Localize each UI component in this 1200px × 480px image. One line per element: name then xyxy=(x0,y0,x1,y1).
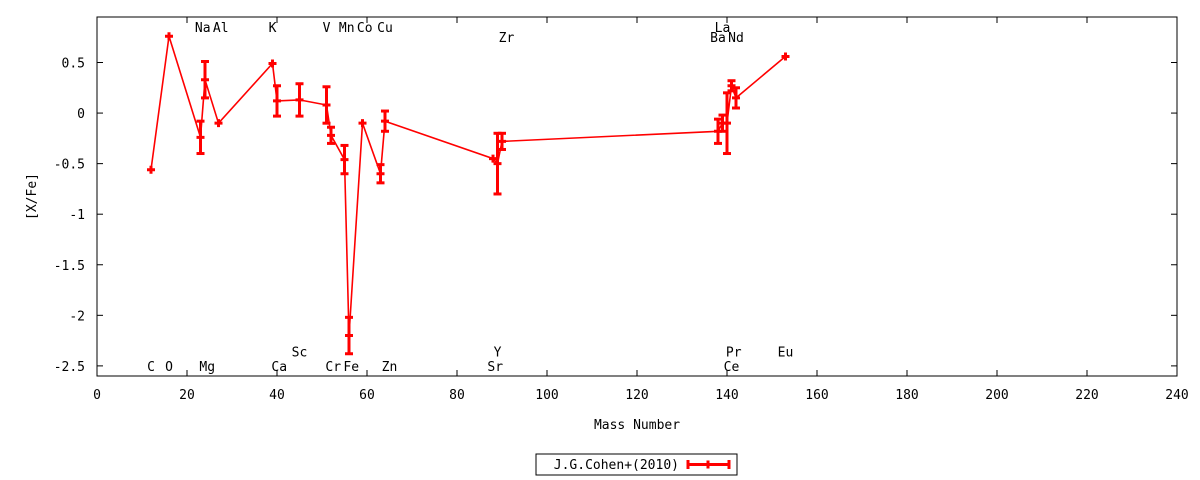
data-point xyxy=(327,131,335,140)
data-point xyxy=(322,100,331,109)
element-label: V xyxy=(323,21,331,36)
data-point xyxy=(489,154,497,163)
data-point xyxy=(723,119,731,128)
data-point xyxy=(196,133,205,142)
legend-line-sample xyxy=(686,460,731,469)
element-label: Cu xyxy=(377,21,393,36)
y-tick-label: 0.5 xyxy=(62,57,85,72)
element-label: Nd xyxy=(728,31,744,46)
element-label: C xyxy=(147,360,155,375)
element-label: Zn xyxy=(382,360,398,375)
axes-layer: 0 20 40 60 80 100 120 140 160 180 200 220 240 -2.5 -2 -… xyxy=(54,17,1189,403)
element-label: Mn xyxy=(339,21,355,36)
element-label: Cr xyxy=(325,360,341,375)
legend-label: J.G.Cohen+(2010) xyxy=(554,458,679,473)
element-label: Sr xyxy=(487,360,503,375)
x-tick-label: 240 xyxy=(1165,388,1188,403)
y-tick-label: -2 xyxy=(69,309,85,324)
element-label: Zr xyxy=(499,31,515,46)
x-axis-label: Mass Number xyxy=(594,418,680,433)
data-point xyxy=(340,155,349,164)
y-tick-label: 0 xyxy=(77,107,85,122)
element-label: Y xyxy=(494,346,502,361)
element-label: O xyxy=(165,360,173,375)
data-point xyxy=(273,96,281,105)
element-label: Co xyxy=(357,21,373,36)
data-point xyxy=(147,165,155,174)
y-tick-label: -1 xyxy=(69,208,85,223)
element-label: Ce xyxy=(724,360,740,375)
data-point xyxy=(727,81,736,90)
x-tick-label: 60 xyxy=(359,388,375,403)
element-label: Ba xyxy=(710,31,726,46)
element-label: Sc xyxy=(292,346,308,361)
x-tick-label: 0 xyxy=(93,388,101,403)
series-layer xyxy=(147,32,790,356)
y-tick-label: -0.5 xyxy=(54,158,85,173)
y-axis-label: [X/Fe] xyxy=(25,173,40,220)
x-tick-label: 200 xyxy=(985,388,1008,403)
element-label: La xyxy=(715,21,731,36)
data-point xyxy=(165,32,173,41)
data-point xyxy=(493,159,502,168)
data-point xyxy=(345,331,353,340)
data-point xyxy=(268,59,277,68)
x-tick-label: 100 xyxy=(535,388,558,403)
y-tick-label: -1.5 xyxy=(54,259,85,274)
x-tick-label: 220 xyxy=(1075,388,1098,403)
element-label: Eu xyxy=(778,346,794,361)
x-tick-label: 180 xyxy=(895,388,918,403)
series-line xyxy=(150,35,787,336)
data-point xyxy=(376,169,385,178)
data-point xyxy=(201,75,209,84)
data-point xyxy=(732,93,740,102)
x-tick-label: 140 xyxy=(715,388,738,403)
data-point xyxy=(781,52,790,61)
element-label: Ca xyxy=(271,360,287,375)
element-label: Fe xyxy=(343,360,359,375)
legend: J.G.Cohen+(2010) xyxy=(535,453,738,476)
element-label: Pr xyxy=(726,346,742,361)
data-point xyxy=(358,119,367,128)
x-tick-label: 120 xyxy=(625,388,648,403)
x-tick-label: 160 xyxy=(805,388,828,403)
x-tick-label: 40 xyxy=(269,388,285,403)
element-label: K xyxy=(269,21,277,36)
legend-box xyxy=(535,453,738,476)
data-point xyxy=(295,95,304,104)
x-tick-label: 80 xyxy=(449,388,465,403)
legend-marker xyxy=(704,460,712,469)
element-label: Na xyxy=(195,21,211,36)
element-label: Mg xyxy=(199,360,215,375)
data-point xyxy=(381,117,389,126)
data-point xyxy=(214,119,223,128)
data-point xyxy=(498,137,506,146)
plot-frame xyxy=(96,16,1178,377)
y-tick-label: -2.5 xyxy=(54,360,85,375)
x-tick-label: 20 xyxy=(179,388,195,403)
element-label: Al xyxy=(213,21,229,36)
